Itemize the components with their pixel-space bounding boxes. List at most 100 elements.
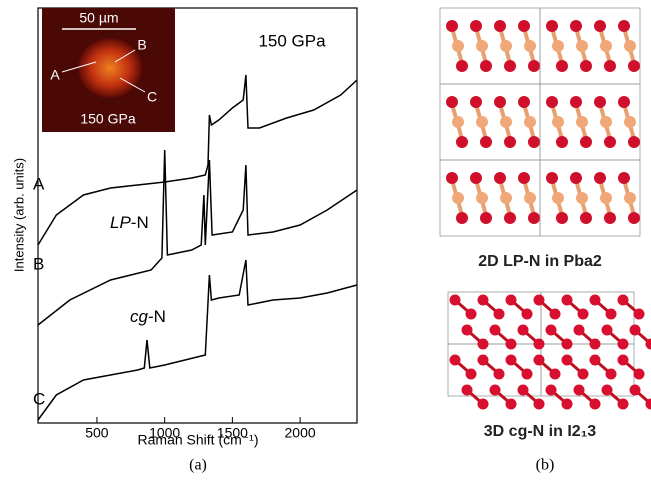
atom bbox=[480, 136, 492, 148]
atom bbox=[570, 20, 582, 32]
atom bbox=[522, 369, 533, 380]
atom bbox=[528, 136, 540, 148]
atom bbox=[546, 96, 558, 108]
annotation-italic: cg bbox=[130, 307, 149, 326]
atom bbox=[552, 192, 564, 204]
atom bbox=[506, 339, 517, 350]
atom bbox=[446, 172, 458, 184]
atom bbox=[624, 40, 636, 52]
x-tick-label: 1500 bbox=[217, 425, 248, 441]
x-tick-label: 2000 bbox=[285, 425, 316, 441]
inset-point: A bbox=[50, 67, 60, 83]
atom bbox=[562, 295, 573, 306]
atom bbox=[570, 96, 582, 108]
atom bbox=[590, 355, 601, 366]
atom bbox=[478, 399, 489, 410]
atom bbox=[462, 385, 473, 396]
atom bbox=[450, 355, 461, 366]
atom bbox=[446, 20, 458, 32]
atom bbox=[452, 192, 464, 204]
x-tick-label: 1000 bbox=[149, 425, 180, 441]
atom bbox=[494, 369, 505, 380]
atom bbox=[630, 385, 641, 396]
atom bbox=[600, 116, 612, 128]
atom bbox=[504, 60, 516, 72]
atom bbox=[618, 355, 629, 366]
atom bbox=[494, 309, 505, 320]
atom bbox=[478, 295, 489, 306]
atom bbox=[580, 136, 592, 148]
structure-label: 2D LP-N in Pba2 bbox=[478, 253, 602, 270]
atom bbox=[466, 369, 477, 380]
scale-label: 50 µm bbox=[79, 10, 118, 26]
inset-pressure: 150 GPa bbox=[80, 111, 135, 127]
atom bbox=[606, 369, 617, 380]
inset-point: B bbox=[137, 37, 146, 53]
atom bbox=[462, 325, 473, 336]
atom bbox=[578, 309, 589, 320]
structures bbox=[440, 8, 651, 410]
atom bbox=[594, 172, 606, 184]
pressure-label: 150 GPa bbox=[258, 31, 326, 50]
atom bbox=[470, 20, 482, 32]
atom bbox=[476, 116, 488, 128]
atom bbox=[604, 212, 616, 224]
figure: 50 µm A B C 150 GPa 150 GPa Intensity (a… bbox=[0, 0, 651, 481]
annotation-text: -N bbox=[148, 307, 166, 326]
atom bbox=[534, 295, 545, 306]
spectrum bbox=[38, 260, 357, 420]
atom bbox=[602, 325, 613, 336]
atom bbox=[546, 172, 558, 184]
atom bbox=[634, 369, 645, 380]
atom bbox=[634, 309, 645, 320]
series-label: B bbox=[33, 254, 44, 273]
atom bbox=[580, 60, 592, 72]
atom bbox=[546, 385, 557, 396]
atom bbox=[604, 136, 616, 148]
atom bbox=[546, 325, 557, 336]
atom bbox=[624, 192, 636, 204]
atom bbox=[534, 355, 545, 366]
atom bbox=[624, 116, 636, 128]
inset-sample bbox=[78, 38, 142, 98]
atom bbox=[578, 369, 589, 380]
atom bbox=[456, 212, 468, 224]
atom bbox=[504, 136, 516, 148]
atom bbox=[466, 309, 477, 320]
atom bbox=[506, 295, 517, 306]
atom bbox=[478, 339, 489, 350]
atom bbox=[450, 295, 461, 306]
atom bbox=[476, 40, 488, 52]
atom bbox=[470, 96, 482, 108]
atom bbox=[500, 192, 512, 204]
atom bbox=[594, 96, 606, 108]
atom bbox=[524, 192, 536, 204]
annotation-text: -N bbox=[131, 213, 149, 232]
atom bbox=[470, 172, 482, 184]
atom bbox=[574, 385, 585, 396]
atom bbox=[500, 116, 512, 128]
atom bbox=[556, 212, 568, 224]
inset-point: C bbox=[147, 89, 157, 105]
atom bbox=[524, 116, 536, 128]
annotation-italic: LP bbox=[110, 213, 131, 232]
atom bbox=[490, 385, 501, 396]
atom bbox=[618, 172, 630, 184]
series-label: C bbox=[33, 389, 45, 408]
panel-label: (a) bbox=[189, 457, 207, 474]
atom bbox=[628, 212, 640, 224]
atom bbox=[494, 96, 506, 108]
atom bbox=[494, 20, 506, 32]
x-tick-label: 500 bbox=[85, 425, 109, 441]
atom bbox=[452, 40, 464, 52]
atom bbox=[600, 40, 612, 52]
atom bbox=[506, 355, 517, 366]
atom bbox=[552, 116, 564, 128]
atom bbox=[522, 309, 533, 320]
atom bbox=[452, 116, 464, 128]
atom bbox=[602, 385, 613, 396]
atom bbox=[528, 60, 540, 72]
atom bbox=[504, 212, 516, 224]
atom bbox=[600, 192, 612, 204]
atom bbox=[576, 40, 588, 52]
